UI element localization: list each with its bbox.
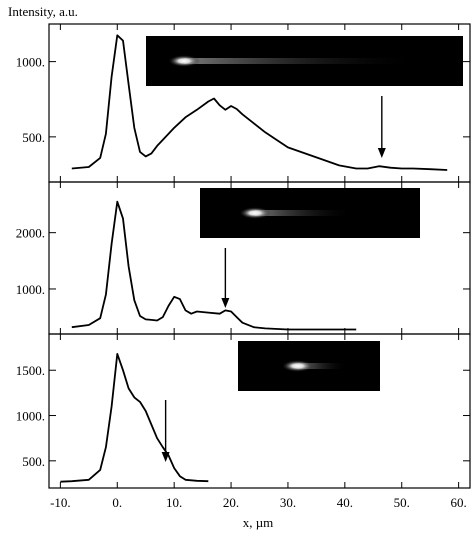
y-tick-label: 1000. bbox=[16, 55, 45, 70]
y-tick-label: 1000. bbox=[16, 409, 45, 424]
inset-tail bbox=[184, 58, 422, 64]
arrow-head bbox=[377, 148, 386, 158]
inset-image bbox=[200, 188, 420, 238]
x-tick-label: 50. bbox=[394, 495, 410, 510]
inset-tail bbox=[297, 363, 348, 369]
inset-spot bbox=[239, 207, 271, 219]
panel-3: 500. 1000. 1500. -10. 0. 10. 20. 30. 40. 50. 60. bbox=[16, 333, 471, 510]
arrow-head bbox=[161, 452, 170, 462]
y-tick-label: 500. bbox=[22, 454, 45, 469]
inset-tail bbox=[255, 210, 354, 216]
series-line bbox=[71, 200, 357, 331]
plot-frame bbox=[48, 333, 471, 489]
inset-image bbox=[146, 36, 463, 86]
y-tick-label: 500. bbox=[22, 130, 45, 145]
series-line bbox=[60, 353, 209, 483]
x-tick-label: 30. bbox=[280, 495, 296, 510]
series-line bbox=[71, 34, 448, 171]
x-tick-label: 10. bbox=[166, 495, 182, 510]
y-tick-label: 2000. bbox=[16, 226, 45, 241]
panel-1: 500. 1000. bbox=[16, 23, 471, 183]
inset-spot bbox=[281, 360, 314, 372]
inset-spot bbox=[168, 55, 201, 67]
x-tick-label: 20. bbox=[223, 495, 239, 510]
y-tick-label: 1000. bbox=[16, 282, 45, 297]
y-axis-title: Intensity, a.u. bbox=[8, 4, 78, 19]
x-tick-label: 0. bbox=[112, 495, 122, 510]
inset-image bbox=[238, 341, 380, 391]
x-axis-title: x, µm bbox=[243, 515, 274, 530]
x-tick-label: 40. bbox=[337, 495, 353, 510]
panel-2: 1000. 2000. bbox=[16, 181, 471, 335]
arrow-head bbox=[221, 298, 230, 308]
x-tick-label: -10. bbox=[50, 495, 71, 510]
x-tick-label: 60. bbox=[450, 495, 466, 510]
y-tick-label: 1500. bbox=[16, 363, 45, 378]
